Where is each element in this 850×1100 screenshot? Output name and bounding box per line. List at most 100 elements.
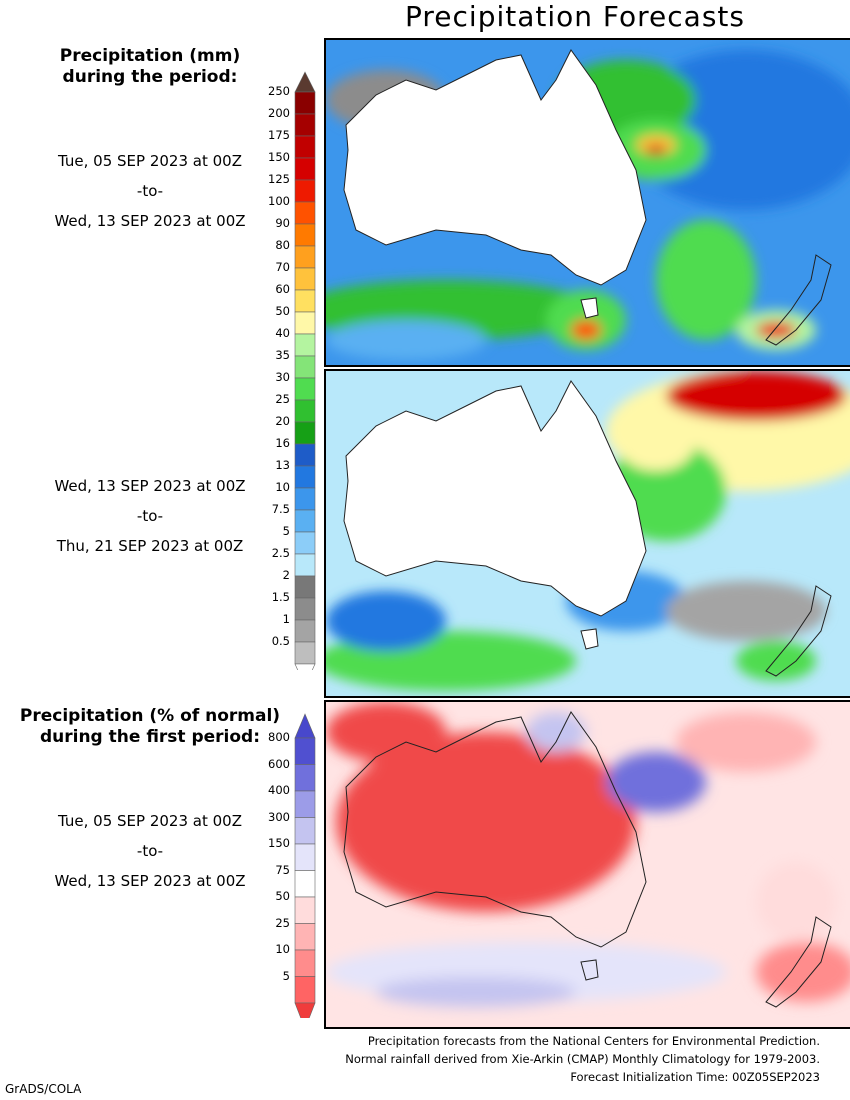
mm-tick-label: 250 <box>268 84 290 98</box>
period-2-from: Wed, 13 SEP 2023 at 00Z <box>54 477 246 495</box>
mm-legend-heading-line1: Precipitation (mm) <box>59 46 241 66</box>
mm-tick-label: 2.5 <box>271 546 290 560</box>
mm-tick-label: 5 <box>282 524 290 538</box>
pct-tick-label: 800 <box>268 730 290 744</box>
footer-line-2: Normal rainfall derived from Xie-Arkin (… <box>345 1052 820 1066</box>
mm-colorbar <box>294 71 316 670</box>
pct-tick-label: 25 <box>275 915 290 930</box>
mm-colorbar-segment <box>294 289 316 313</box>
mm-colorbar-segment <box>294 641 316 665</box>
mm-colorbar-segment <box>294 597 316 621</box>
mm-tick-label: 1.5 <box>271 590 290 604</box>
footer-line-3: Forecast Initialization Time: 00Z05SEP20… <box>570 1070 820 1084</box>
pct-colorbar-segment <box>294 817 316 845</box>
pct-tick-label: 10 <box>275 942 290 956</box>
mm-tick-label: 100 <box>268 194 290 208</box>
mm-colorbar-segment <box>294 443 316 467</box>
mm-colorbar-segment <box>294 91 316 115</box>
mm-tick-label: 125 <box>268 172 290 186</box>
pct-colorbar-segment <box>294 737 316 765</box>
period-1-from: Tue, 05 SEP 2023 at 00Z <box>58 152 242 170</box>
pct-colorbar-segment <box>294 896 316 924</box>
mm-colorbar-segment <box>294 421 316 445</box>
period-3-to: Wed, 13 SEP 2023 at 00Z <box>54 872 246 890</box>
page-title: Precipitation Forecasts <box>405 0 745 33</box>
mm-colorbar-segment <box>294 619 316 643</box>
mm-colorbar-top-arrow <box>294 71 316 93</box>
pct-tick-label: 150 <box>268 836 290 850</box>
map-panel-percent-normal <box>324 700 850 1029</box>
mm-tick-label: 10 <box>275 480 290 494</box>
mm-colorbar-segment <box>294 465 316 489</box>
mm-colorbar-segment <box>294 157 316 181</box>
mm-colorbar-bottom-arrow <box>294 663 316 670</box>
period-1-sep: -to- <box>136 182 164 200</box>
mm-tick-label: 35 <box>275 348 290 362</box>
pct-colorbar-bottom-arrow <box>294 1002 316 1018</box>
mm-colorbar-segment <box>294 311 316 335</box>
mm-colorbar-segment <box>294 487 316 511</box>
pct-tick-label: 400 <box>268 783 290 797</box>
mm-colorbar-segment <box>294 553 316 577</box>
period-3-sep: -to- <box>136 842 164 860</box>
mm-tick-label: 30 <box>275 370 290 384</box>
mm-colorbar-segment <box>294 575 316 599</box>
period-label-3: Tue, 05 SEP 2023 at 00Z -to- Wed, 13 SEP… <box>0 806 300 896</box>
mm-tick-label: 16 <box>275 436 290 450</box>
mm-tick-label: 40 <box>275 326 290 340</box>
mm-tick-label: 150 <box>268 150 290 164</box>
pct-legend-heading-line1: Precipitation (% of normal) <box>19 706 281 726</box>
mm-tick-label: 2 <box>282 568 290 582</box>
pct-tick-label: 50 <box>275 889 290 903</box>
mm-tick-label: 70 <box>275 260 290 274</box>
mm-colorbar-segment <box>294 223 316 247</box>
mm-colorbar-segment <box>294 245 316 269</box>
mm-tick-label: 175 <box>268 128 290 142</box>
mm-tick-label: 7.5 <box>271 502 290 516</box>
pct-colorbar-segment <box>294 923 316 951</box>
pct-colorbar <box>294 713 316 1018</box>
mm-tick-label: 0.5 <box>271 634 290 648</box>
mm-tick-label: 1 <box>282 612 290 626</box>
pct-colorbar-top-arrow <box>294 713 316 739</box>
mm-colorbar-segment <box>294 531 316 555</box>
pct-legend-heading: Precipitation (% of normal) during the f… <box>10 706 290 748</box>
period-2-sep: -to- <box>136 507 164 525</box>
mm-colorbar-segment <box>294 267 316 291</box>
pct-tick-label: 300 <box>268 809 290 824</box>
mm-tick-label: 200 <box>268 106 290 120</box>
period-2-to: Thu, 21 SEP 2023 at 00Z <box>56 537 244 555</box>
footer-line-1: Precipitation forecasts from the Nationa… <box>367 1034 820 1048</box>
pct-colorbar-segment <box>294 976 316 1004</box>
mm-colorbar-segment <box>294 509 316 533</box>
grads-credit: GrADS/COLA <box>5 1082 82 1096</box>
mm-colorbar-segment <box>294 333 316 357</box>
mm-tick-label: 80 <box>275 238 290 252</box>
period-label-2: Wed, 13 SEP 2023 at 00Z -to- Thu, 21 SEP… <box>0 471 300 561</box>
mm-legend-heading-line2: during the period: <box>62 67 238 87</box>
pct-tick-label: 5 <box>282 968 290 983</box>
pct-colorbar-segment <box>294 790 316 818</box>
mm-tick-label: 50 <box>275 304 290 318</box>
mm-tick-label: 60 <box>275 282 290 296</box>
pct-colorbar-segment <box>294 949 316 977</box>
footer-notes: Precipitation forecasts from the Nationa… <box>345 1032 820 1086</box>
mm-colorbar-segment <box>294 135 316 159</box>
mm-colorbar-segment <box>294 377 316 401</box>
pct-tick-label: 600 <box>268 756 290 771</box>
period-1-to: Wed, 13 SEP 2023 at 00Z <box>54 212 246 230</box>
mm-colorbar-segment <box>294 201 316 225</box>
mm-legend-heading: Precipitation (mm) during the period: <box>40 46 260 88</box>
period-label-1: Tue, 05 SEP 2023 at 00Z -to- Wed, 13 SEP… <box>0 146 300 236</box>
map-panel-week2-mm <box>324 369 850 698</box>
mm-colorbar-segment <box>294 113 316 137</box>
mm-colorbar-segment <box>294 355 316 379</box>
pct-tick-label: 75 <box>275 862 290 877</box>
pct-colorbar-segment <box>294 764 316 792</box>
mm-tick-label: 20 <box>275 414 290 428</box>
mm-tick-label: 25 <box>275 392 290 406</box>
map-panel-week1-mm <box>324 38 850 367</box>
mm-colorbar-segment <box>294 399 316 423</box>
mm-colorbar-segment <box>294 179 316 203</box>
pct-legend-heading-line2: during the first period: <box>39 727 261 747</box>
